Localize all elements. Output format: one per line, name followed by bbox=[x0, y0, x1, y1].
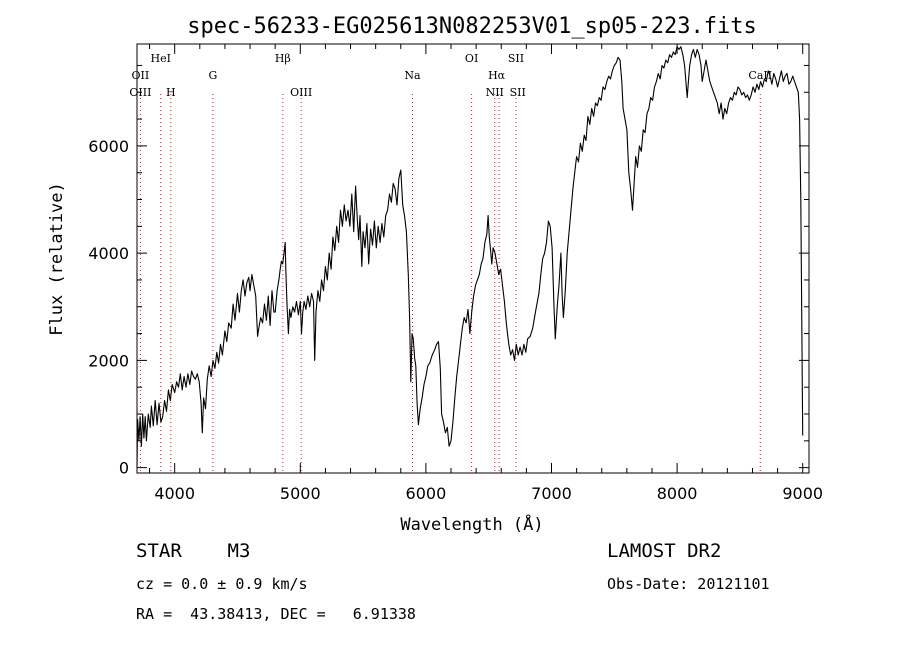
line-id-label: H bbox=[166, 86, 176, 99]
line-labels: OII OIII HeI H G Hβ OIII Na OI Hα NII SII SII CaII bbox=[129, 52, 772, 99]
coords-label: RA = 43.38413, DEC = 6.91338 bbox=[136, 605, 416, 623]
obs-date-label: Obs-Date: 20121101 bbox=[607, 575, 770, 593]
x-tick-label: 6000 bbox=[406, 484, 447, 503]
line-id-label: Hβ bbox=[275, 52, 291, 65]
spectrum-line-group bbox=[136, 46, 804, 468]
x-tick-label: 7000 bbox=[531, 484, 572, 503]
line-id-label: HeI bbox=[151, 52, 171, 65]
x-tick-label: 9000 bbox=[782, 484, 823, 503]
line-markers bbox=[139, 94, 761, 473]
line-id-label: NII bbox=[486, 86, 504, 99]
line-id-label: Na bbox=[404, 69, 421, 82]
x-tick-label: 5000 bbox=[280, 484, 321, 503]
x-tick-label: 8000 bbox=[657, 484, 698, 503]
line-id-label: Hα bbox=[488, 69, 506, 82]
line-id-label: OIII bbox=[129, 86, 151, 99]
plot-frame bbox=[136, 43, 810, 474]
line-id-label: OIII bbox=[290, 86, 312, 99]
line-id-label: SII bbox=[508, 52, 524, 65]
axis-ticks: 4000 5000 6000 7000 8000 9000 0 2000 4000 6000 bbox=[88, 44, 823, 503]
y-tick-label: 0 bbox=[119, 459, 129, 478]
line-id-label: G bbox=[208, 69, 217, 82]
chart-title: spec-56233-EG025613N082253V01_sp05-223.f… bbox=[187, 14, 757, 39]
y-axis-label: Flux (relative) bbox=[47, 182, 67, 336]
x-axis-label: Wavelength (Å) bbox=[400, 513, 543, 535]
line-id-label: OI bbox=[465, 52, 478, 65]
redshift-label: cz = 0.0 ± 0.9 km/s bbox=[136, 575, 308, 593]
spectrum-line bbox=[136, 46, 804, 468]
y-tick-label: 6000 bbox=[88, 137, 129, 156]
line-id-label: SII bbox=[510, 86, 526, 99]
x-tick-label: 4000 bbox=[154, 484, 195, 503]
y-tick-label: 2000 bbox=[88, 351, 129, 370]
line-id-label: OII bbox=[132, 69, 150, 82]
survey-label: LAMOST DR2 bbox=[607, 540, 722, 562]
y-tick-label: 4000 bbox=[88, 244, 129, 263]
line-id-label: CaII bbox=[748, 69, 772, 82]
object-label: STAR M3 bbox=[136, 540, 251, 562]
